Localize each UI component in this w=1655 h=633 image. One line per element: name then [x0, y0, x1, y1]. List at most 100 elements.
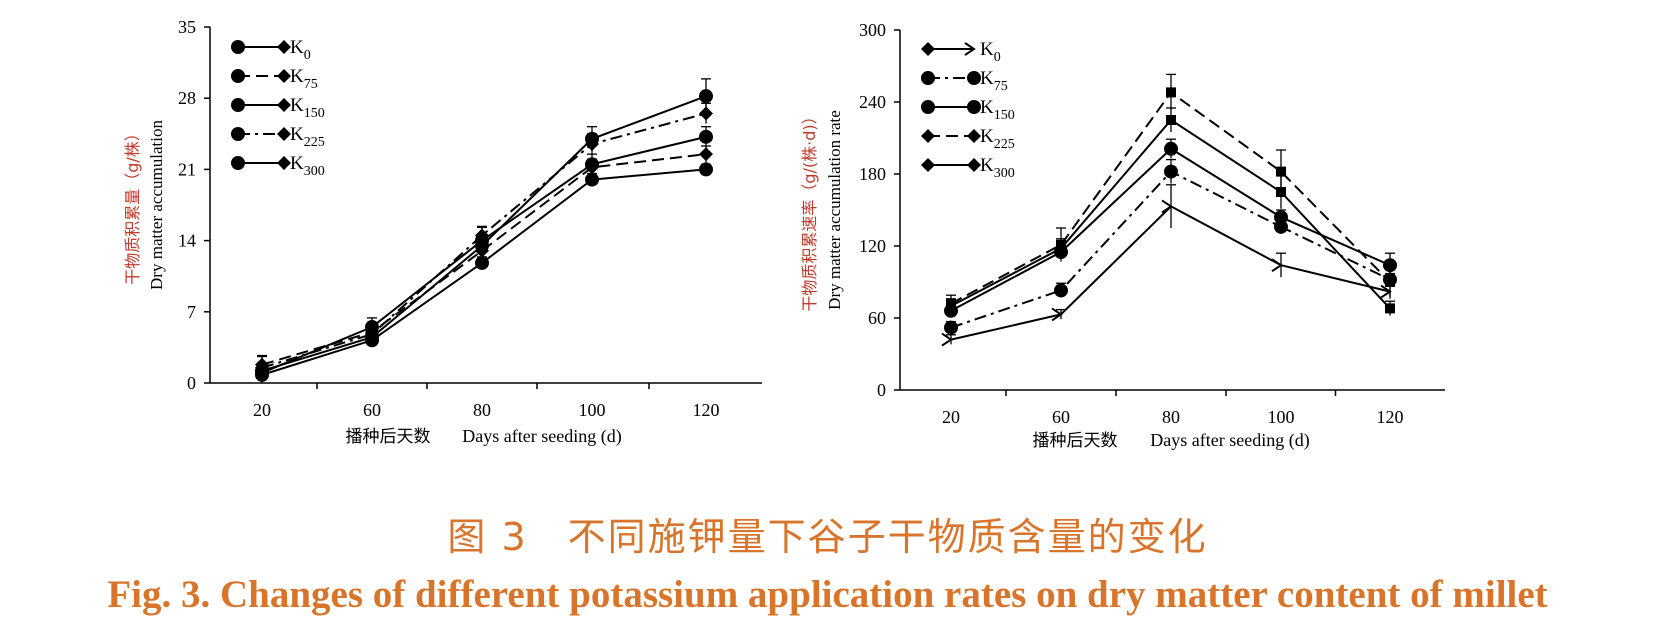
- y-tick-label: 240: [859, 92, 886, 112]
- y-tick-label: 120: [859, 236, 886, 256]
- x-tick-label: 80: [1162, 407, 1180, 427]
- legend-marker-start: [231, 127, 245, 141]
- x-tick-label: 120: [1377, 407, 1404, 427]
- x-axis-label-en: Days after seeding (d): [462, 426, 621, 447]
- legend-label: K150: [980, 97, 1015, 123]
- data-point: [585, 157, 599, 172]
- x-tick-label: 100: [579, 400, 606, 420]
- data-point: [255, 367, 269, 382]
- y-tick-label: 35: [178, 17, 196, 37]
- legend-marker-start: [921, 158, 935, 172]
- x-tick-label: 120: [693, 400, 720, 420]
- data-point: [1164, 164, 1178, 179]
- data-point: [1276, 166, 1286, 177]
- data-point: [585, 136, 599, 151]
- data-point: [1380, 284, 1392, 299]
- data-point: [365, 320, 379, 335]
- x-axis-label-cn: 播种后天数: [1033, 431, 1118, 451]
- y-tick-label: 21: [178, 159, 196, 179]
- y-tick-label: 14: [178, 231, 196, 251]
- legend-entry-K75: K75: [921, 68, 1008, 94]
- legend-marker-start: [231, 156, 245, 170]
- data-point: [699, 106, 713, 121]
- legend-label: K0: [290, 37, 311, 63]
- data-point: [944, 320, 958, 335]
- y-axis-label-en: Dry matter accumulation: [147, 120, 166, 290]
- legend-label: K150: [290, 95, 325, 121]
- legend-marker-start: [231, 69, 245, 83]
- series-K300: [255, 162, 713, 382]
- legend-marker-end: [967, 71, 981, 85]
- legend-marker-end: [964, 42, 976, 56]
- legend-marker-end: [277, 40, 291, 54]
- data-point: [699, 129, 713, 144]
- data-point: [1383, 258, 1397, 273]
- legend-label: K75: [980, 68, 1008, 94]
- data-point: [1385, 303, 1395, 314]
- x-tick-label: 100: [1268, 407, 1295, 427]
- x-tick-label: 20: [942, 407, 960, 427]
- y-tick-label: 0: [877, 380, 886, 400]
- legend-entry-K300: K300: [921, 155, 1015, 181]
- legend-entry-K225: K225: [231, 124, 325, 150]
- data-point: [1056, 243, 1066, 254]
- legend-marker-start: [921, 42, 935, 56]
- legend-entry-K0: K0: [231, 37, 311, 63]
- data-point: [475, 255, 489, 270]
- series-K300: [946, 107, 1395, 316]
- legend-entry-K150: K150: [231, 95, 325, 121]
- caption-english: Fig. 3. Changes of different potassium a…: [107, 573, 1548, 616]
- x-axis-label-cn: 播种后天数: [346, 427, 431, 447]
- data-point: [585, 172, 599, 187]
- legend-marker-start: [231, 40, 245, 54]
- data-point: [1051, 307, 1063, 322]
- data-point: [1054, 283, 1068, 298]
- legend-label: K225: [980, 126, 1015, 152]
- legend-entry-K300: K300: [231, 153, 325, 179]
- series-line: [261, 112, 707, 369]
- legend-marker-end: [277, 69, 291, 83]
- data-point: [1166, 115, 1176, 125]
- legend-entry-K225: K225: [921, 126, 1015, 152]
- y-axis-label-en: Dry matter accumulation rate: [825, 110, 844, 310]
- data-point: [1166, 87, 1176, 98]
- data-point: [1385, 277, 1395, 287]
- chart-1: 0 7 14 21 28 35 20 60 80 100 120 干物质积累量（g/株） Dry mat…: [123, 17, 762, 447]
- data-point: [946, 301, 956, 311]
- legend-label: K75: [290, 66, 318, 92]
- data-point: [1276, 187, 1286, 197]
- y-axis-label-cn: 干物质积累速率（g/(株·d)）: [800, 108, 819, 311]
- chart-2: 0 60 120 180 240 300 20 60 80 100 120 干物质积累速率（g/(株·…: [800, 20, 1445, 451]
- data-point: [365, 333, 379, 348]
- y-tick-label: 60: [868, 308, 886, 328]
- legend-label: K300: [290, 153, 325, 179]
- x-tick-label: 60: [1052, 407, 1070, 427]
- legend-marker-end: [277, 127, 291, 141]
- legend-marker-end: [967, 158, 981, 172]
- data-point: [1274, 210, 1288, 225]
- data-point: [475, 228, 489, 243]
- data-point: [1271, 258, 1283, 273]
- legend-marker-start: [921, 129, 935, 143]
- data-point: [1164, 141, 1178, 156]
- x-axis-label-en: Days after seeding (d): [1150, 430, 1309, 451]
- legend-marker-start: [921, 71, 935, 85]
- legend-entry-K75: K75: [231, 66, 318, 92]
- y-tick-label: 180: [859, 164, 886, 184]
- legend-label: K0: [980, 39, 1001, 65]
- caption-chinese: 图 3 不同施钾量下谷子干物质含量的变化: [447, 515, 1208, 559]
- data-point: [699, 89, 713, 104]
- y-tick-label: 28: [178, 88, 196, 108]
- legend-label: K300: [980, 155, 1015, 181]
- x-tick-label: 80: [473, 400, 491, 420]
- legend-marker-start: [231, 98, 245, 112]
- x-tick-label: 20: [253, 400, 271, 420]
- y-tick-label: 300: [859, 20, 886, 40]
- data-point: [699, 147, 713, 162]
- y-tick-label: 0: [187, 373, 196, 393]
- data-point: [1161, 199, 1173, 214]
- legend-marker-end: [277, 98, 291, 112]
- series-K0: [941, 184, 1395, 347]
- legend-marker-end: [967, 100, 981, 114]
- series-K225: [255, 102, 713, 375]
